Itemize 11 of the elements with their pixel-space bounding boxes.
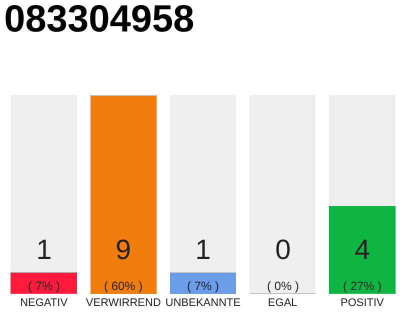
x-tick-label: POSITIV [340, 297, 385, 309]
data-label: 1 ( 7% ) [187, 234, 220, 294]
data-label: 4 ( 27% ) [343, 234, 382, 294]
x-tick-label: NEGATIV [20, 297, 68, 309]
data-label: 1 ( 7% ) [28, 234, 60, 294]
x-tick-label: VERWIRREND [86, 297, 161, 309]
chart-title: 083304958 [4, 0, 194, 40]
data-label: 9 ( 60% ) [104, 234, 143, 294]
x-tick-label: UNBEKANNTE [165, 297, 241, 309]
data-label: 0 ( 0% ) [267, 234, 300, 294]
x-tick-label: EGAL [268, 297, 298, 309]
